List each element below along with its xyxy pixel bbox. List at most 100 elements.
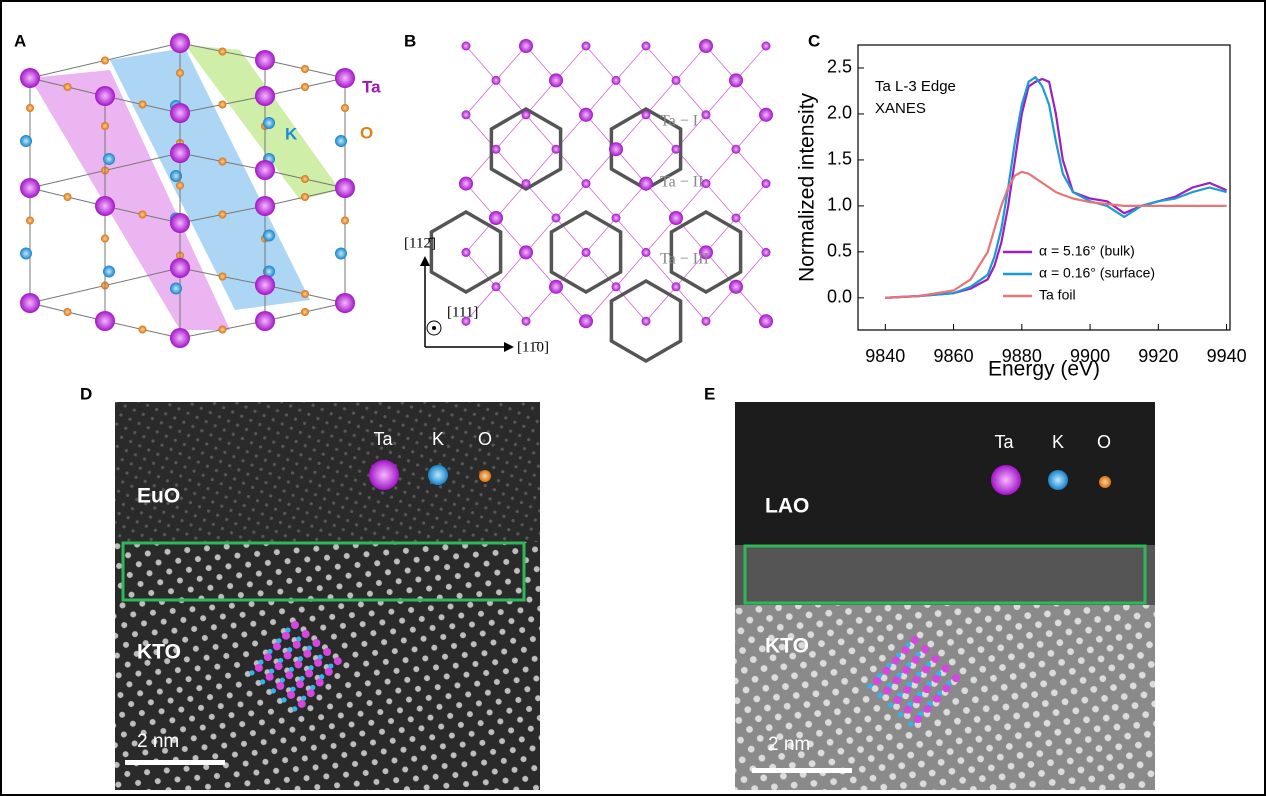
ta-atom bbox=[923, 705, 931, 713]
k-atom bbox=[103, 266, 115, 278]
ta-atom bbox=[305, 669, 313, 677]
ta-atom bbox=[170, 213, 190, 233]
o-atom bbox=[219, 211, 227, 219]
atom-label: Ta bbox=[994, 432, 1014, 452]
bond bbox=[496, 115, 526, 149]
bond bbox=[616, 46, 646, 80]
site-label: Ta − II bbox=[660, 174, 703, 191]
k-atom bbox=[170, 283, 182, 295]
panel-label: E bbox=[704, 384, 715, 403]
x-tick-label: 9940 bbox=[1207, 346, 1247, 366]
atom-key bbox=[991, 465, 1021, 495]
o-atom bbox=[301, 193, 309, 201]
ta-atom bbox=[609, 142, 623, 156]
k-atom bbox=[888, 702, 893, 707]
k-atom bbox=[263, 230, 275, 242]
o-atom bbox=[176, 182, 184, 190]
ta-atom bbox=[903, 686, 911, 694]
ta-atom bbox=[266, 673, 274, 681]
ta-atom bbox=[275, 662, 283, 670]
ta-atom bbox=[702, 317, 711, 326]
atom-label: K bbox=[1052, 432, 1064, 452]
k-atom bbox=[335, 135, 347, 147]
ta-atom bbox=[729, 73, 743, 87]
ta-atom bbox=[20, 68, 40, 88]
ta-atom bbox=[459, 177, 473, 191]
k-atom bbox=[908, 722, 913, 727]
ta-atom bbox=[522, 179, 531, 188]
atom-label: O bbox=[1097, 432, 1111, 452]
ta-atom bbox=[642, 248, 651, 257]
atom-label: K bbox=[285, 124, 298, 143]
o-atom bbox=[219, 48, 227, 56]
o-atom bbox=[101, 57, 109, 65]
ta-atom bbox=[642, 42, 651, 51]
ta-atom bbox=[931, 655, 939, 663]
ta-atom bbox=[699, 39, 713, 53]
o-atom bbox=[219, 326, 227, 334]
x-tick-label: 9920 bbox=[1138, 346, 1178, 366]
ta-atom bbox=[335, 178, 355, 198]
annotation: Ta L-3 Edge bbox=[875, 78, 956, 95]
x-tick-label: 9840 bbox=[865, 346, 905, 366]
site-label: Ta − III bbox=[660, 251, 709, 268]
arrow-head bbox=[504, 342, 514, 352]
bond bbox=[646, 287, 676, 321]
ta-atom bbox=[669, 211, 683, 225]
o-atom bbox=[219, 273, 227, 281]
ta-atom bbox=[492, 145, 501, 154]
site-label: Ta − I bbox=[660, 113, 698, 130]
ta-atom bbox=[672, 76, 681, 85]
ta-atom bbox=[334, 657, 342, 665]
ta-atom bbox=[893, 676, 901, 684]
scale-label: 2 nm bbox=[768, 734, 810, 755]
k-atom bbox=[335, 248, 347, 260]
ta-atom bbox=[20, 293, 40, 313]
bond bbox=[496, 287, 526, 321]
bond bbox=[586, 46, 616, 80]
ta-atom bbox=[729, 280, 743, 294]
o-atom bbox=[301, 175, 309, 183]
panel-label: C bbox=[808, 31, 820, 50]
ta-atom bbox=[902, 666, 910, 674]
direction: [111] bbox=[447, 304, 478, 320]
k-atom bbox=[867, 683, 872, 688]
bond bbox=[526, 184, 556, 218]
ta-atom bbox=[911, 636, 919, 644]
ta-atom bbox=[302, 630, 310, 638]
ta-atom bbox=[923, 685, 931, 693]
ta-atom bbox=[914, 715, 922, 723]
bond bbox=[676, 80, 706, 114]
k-atom bbox=[20, 248, 32, 260]
panel-label: D bbox=[80, 384, 92, 403]
o-atom bbox=[301, 83, 309, 91]
ta-atom bbox=[672, 282, 681, 291]
bond bbox=[556, 218, 586, 252]
ta-atom bbox=[492, 76, 501, 85]
bond bbox=[466, 80, 496, 114]
ta-atom bbox=[883, 687, 891, 695]
bond bbox=[526, 115, 556, 149]
ta-atom bbox=[264, 653, 272, 661]
ta-atom bbox=[95, 86, 115, 106]
ta-atom bbox=[904, 706, 912, 714]
atom-key bbox=[369, 460, 399, 490]
ta-atom bbox=[255, 311, 275, 331]
o-atom bbox=[26, 217, 34, 225]
o-atom bbox=[101, 122, 109, 130]
panel-a: A Ta K O bbox=[14, 31, 381, 348]
ta-atom bbox=[291, 621, 299, 629]
ta-atom bbox=[921, 646, 929, 654]
ta-atom bbox=[462, 248, 471, 257]
substrate-lattice bbox=[115, 542, 540, 790]
ta-atom bbox=[913, 695, 921, 703]
ta-atom bbox=[298, 700, 306, 708]
ta-atom bbox=[912, 676, 920, 684]
ta-atom bbox=[170, 143, 190, 163]
ta-atom bbox=[492, 282, 501, 291]
ta-atom bbox=[759, 108, 773, 122]
ta-atom bbox=[912, 656, 920, 664]
ta-atom bbox=[323, 648, 331, 656]
bond bbox=[616, 287, 646, 321]
